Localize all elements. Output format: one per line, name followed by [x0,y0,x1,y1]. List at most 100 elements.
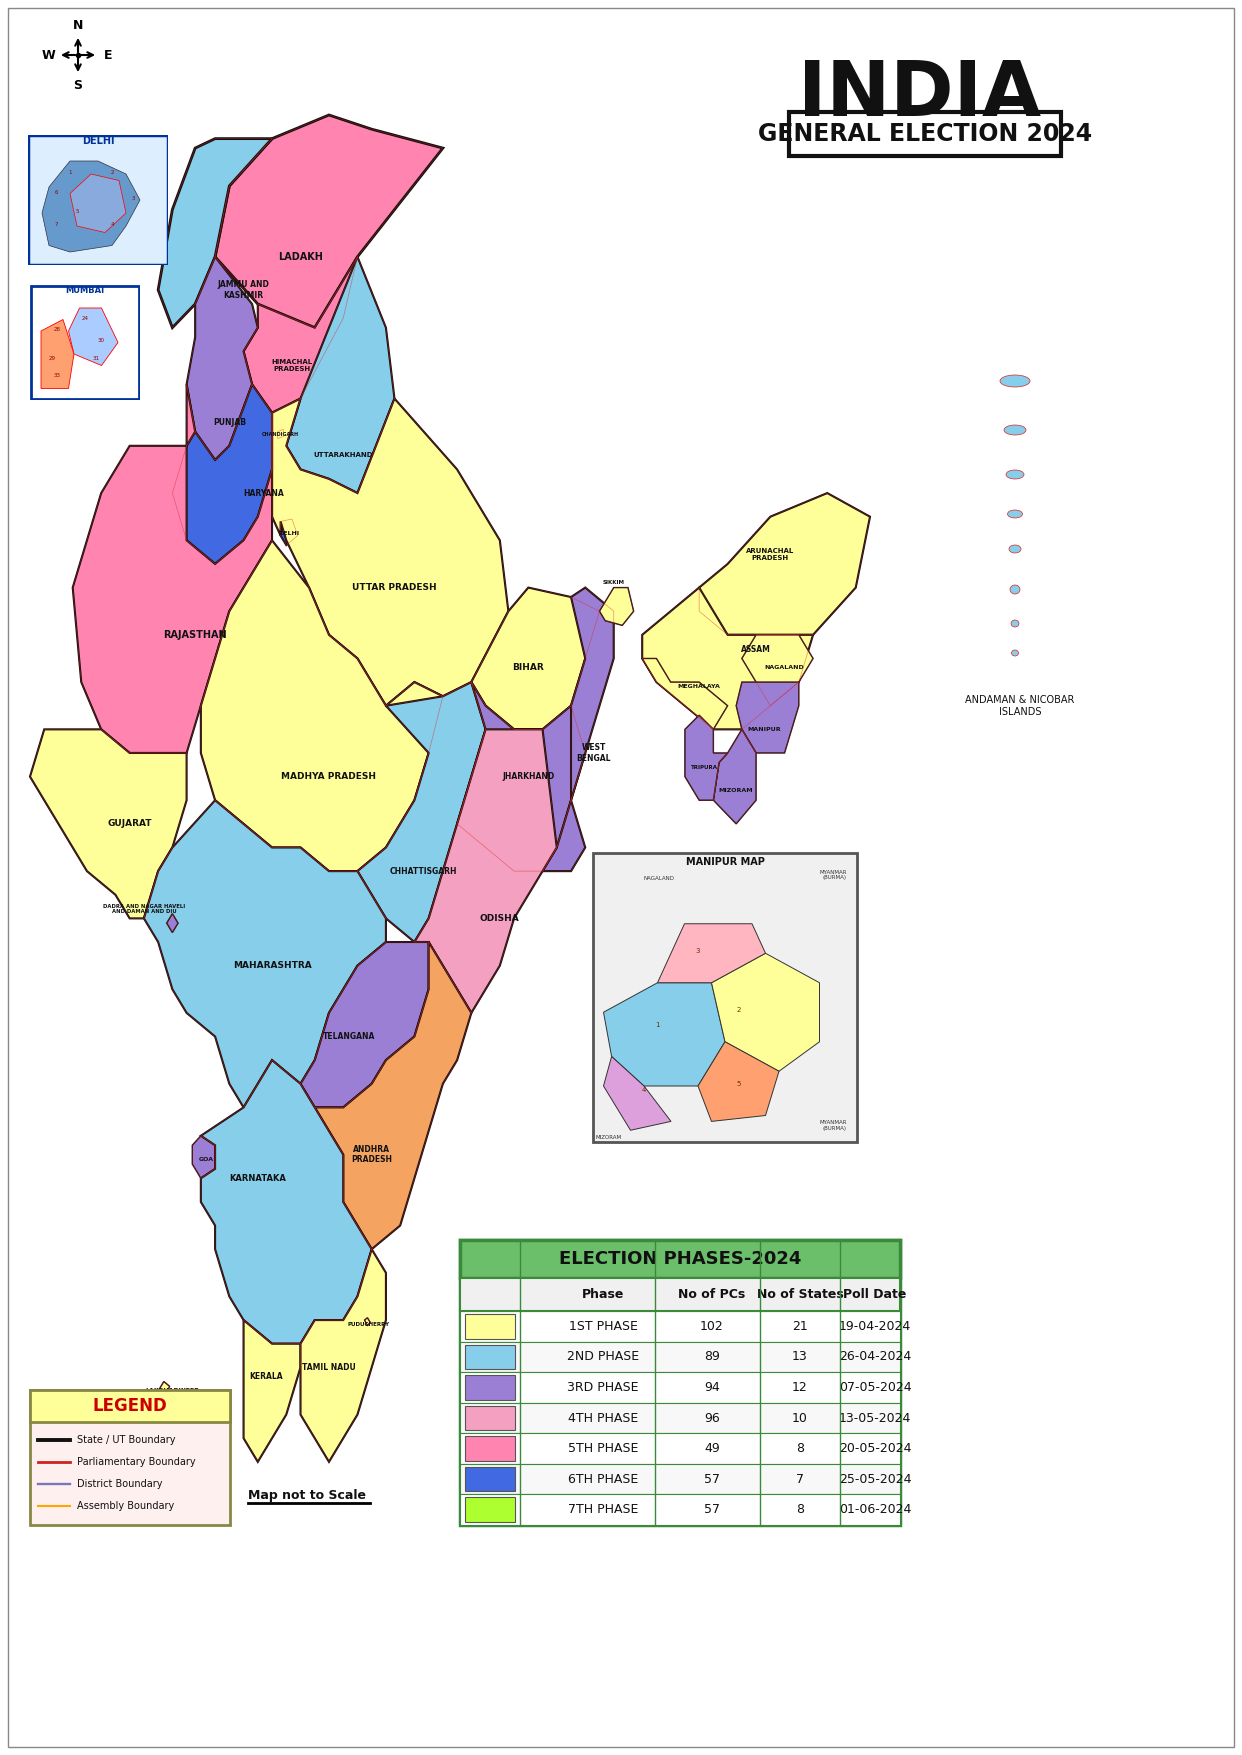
Text: 01-06-2024: 01-06-2024 [838,1504,912,1516]
Polygon shape [41,319,75,388]
Text: 3: 3 [696,948,700,955]
Text: MAHARASHTRA: MAHARASHTRA [232,962,312,971]
Polygon shape [215,116,443,328]
Ellipse shape [1006,470,1023,479]
Ellipse shape [1010,584,1020,593]
Text: 6TH PHASE: 6TH PHASE [568,1472,638,1486]
Bar [465,1376,515,1400]
Polygon shape [712,953,820,1071]
Text: Phase: Phase [581,1288,625,1300]
Text: 4TH PHASE: 4TH PHASE [568,1411,638,1425]
Text: 13: 13 [792,1350,807,1364]
Ellipse shape [1011,649,1018,656]
Polygon shape [728,1239,737,1258]
Text: ANDHRA
PRADESH: ANDHRA PRADESH [351,1144,392,1164]
Polygon shape [472,588,600,730]
Bar [30,1390,230,1525]
Text: 19-04-2024: 19-04-2024 [838,1320,912,1332]
Text: MIZORAM: MIZORAM [595,1135,621,1141]
Text: 7TH PHASE: 7TH PHASE [568,1504,638,1516]
Text: 26-04-2024: 26-04-2024 [838,1350,912,1364]
Text: 33: 33 [53,374,61,377]
Bar [460,1241,900,1278]
Polygon shape [741,635,814,706]
Text: 24: 24 [82,316,88,321]
Polygon shape [186,256,258,460]
Text: 3RD PHASE: 3RD PHASE [568,1381,638,1393]
Text: GENERAL ELECTION 2024: GENERAL ELECTION 2024 [758,123,1092,146]
Text: 49: 49 [704,1443,720,1455]
Polygon shape [243,256,358,412]
Text: 57: 57 [704,1472,720,1486]
Bar [460,1311,900,1341]
Text: TAMIL NADU: TAMIL NADU [302,1364,356,1372]
Text: WEST
BENGAL: WEST BENGAL [576,744,611,763]
Text: 57: 57 [704,1504,720,1516]
Text: GOA: GOA [199,1157,214,1162]
Bar [460,1278,900,1311]
Text: 4: 4 [111,221,114,226]
Text: MUMBAI: MUMBAI [66,286,104,295]
Text: DADRA AND NAGAR HAVELI
AND DAMAN AND DIU: DADRA AND NAGAR HAVELI AND DAMAN AND DIU [103,904,185,914]
Polygon shape [286,256,395,493]
Text: MANIPUR: MANIPUR [748,727,781,732]
Text: W: W [41,49,55,61]
Polygon shape [604,1057,671,1130]
Polygon shape [684,716,728,800]
Text: LEGEND: LEGEND [93,1397,168,1415]
Polygon shape [73,384,272,753]
Text: PUNJAB: PUNJAB [212,418,246,426]
Text: 2: 2 [737,1007,740,1013]
Text: 7: 7 [796,1472,804,1486]
Polygon shape [301,1250,386,1462]
Text: 1: 1 [68,170,72,176]
Text: PUDUCHERRY: PUDUCHERRY [348,1322,390,1327]
Polygon shape [737,683,799,753]
Text: KERALA: KERALA [250,1372,283,1381]
Polygon shape [642,658,728,730]
Text: DELHI: DELHI [278,530,299,535]
Polygon shape [42,161,140,253]
Bar [465,1406,515,1430]
Polygon shape [699,493,869,635]
Polygon shape [543,588,614,870]
Polygon shape [657,923,765,983]
Polygon shape [70,174,125,232]
Text: SIKKIM: SIKKIM [602,581,625,586]
Text: 102: 102 [700,1320,724,1332]
Text: 2: 2 [111,170,114,176]
Text: CHHATTISGARH: CHHATTISGARH [389,867,457,876]
Polygon shape [243,1320,301,1462]
Polygon shape [301,942,428,1107]
Polygon shape [281,519,298,546]
Text: 8: 8 [796,1504,804,1516]
Bar [30,1390,230,1422]
Text: LADAKH: LADAKH [278,251,323,261]
Text: 6: 6 [55,190,57,195]
Polygon shape [173,384,272,563]
Text: 5: 5 [76,209,78,214]
Text: District Boundary: District Boundary [77,1479,163,1488]
Bar [460,1341,900,1372]
Polygon shape [201,1060,371,1344]
Polygon shape [193,1135,215,1178]
Polygon shape [600,588,633,625]
Text: ASSAM: ASSAM [741,644,771,653]
Bar [465,1467,515,1492]
Text: 89: 89 [704,1350,720,1364]
Text: 8: 8 [796,1443,804,1455]
Polygon shape [642,588,814,730]
Text: S: S [73,79,82,91]
Text: 13-05-2024: 13-05-2024 [838,1411,912,1425]
Text: No of States: No of States [756,1288,843,1300]
Text: 21: 21 [792,1320,807,1332]
Bar [460,1464,900,1495]
Text: 96: 96 [704,1411,720,1425]
Text: 25-05-2024: 25-05-2024 [838,1472,912,1486]
Text: HARYANA: HARYANA [243,488,284,498]
Text: 10: 10 [792,1411,809,1425]
Ellipse shape [1000,376,1030,388]
Text: TRIPURA: TRIPURA [692,765,718,770]
Polygon shape [30,730,186,918]
Ellipse shape [1004,425,1026,435]
